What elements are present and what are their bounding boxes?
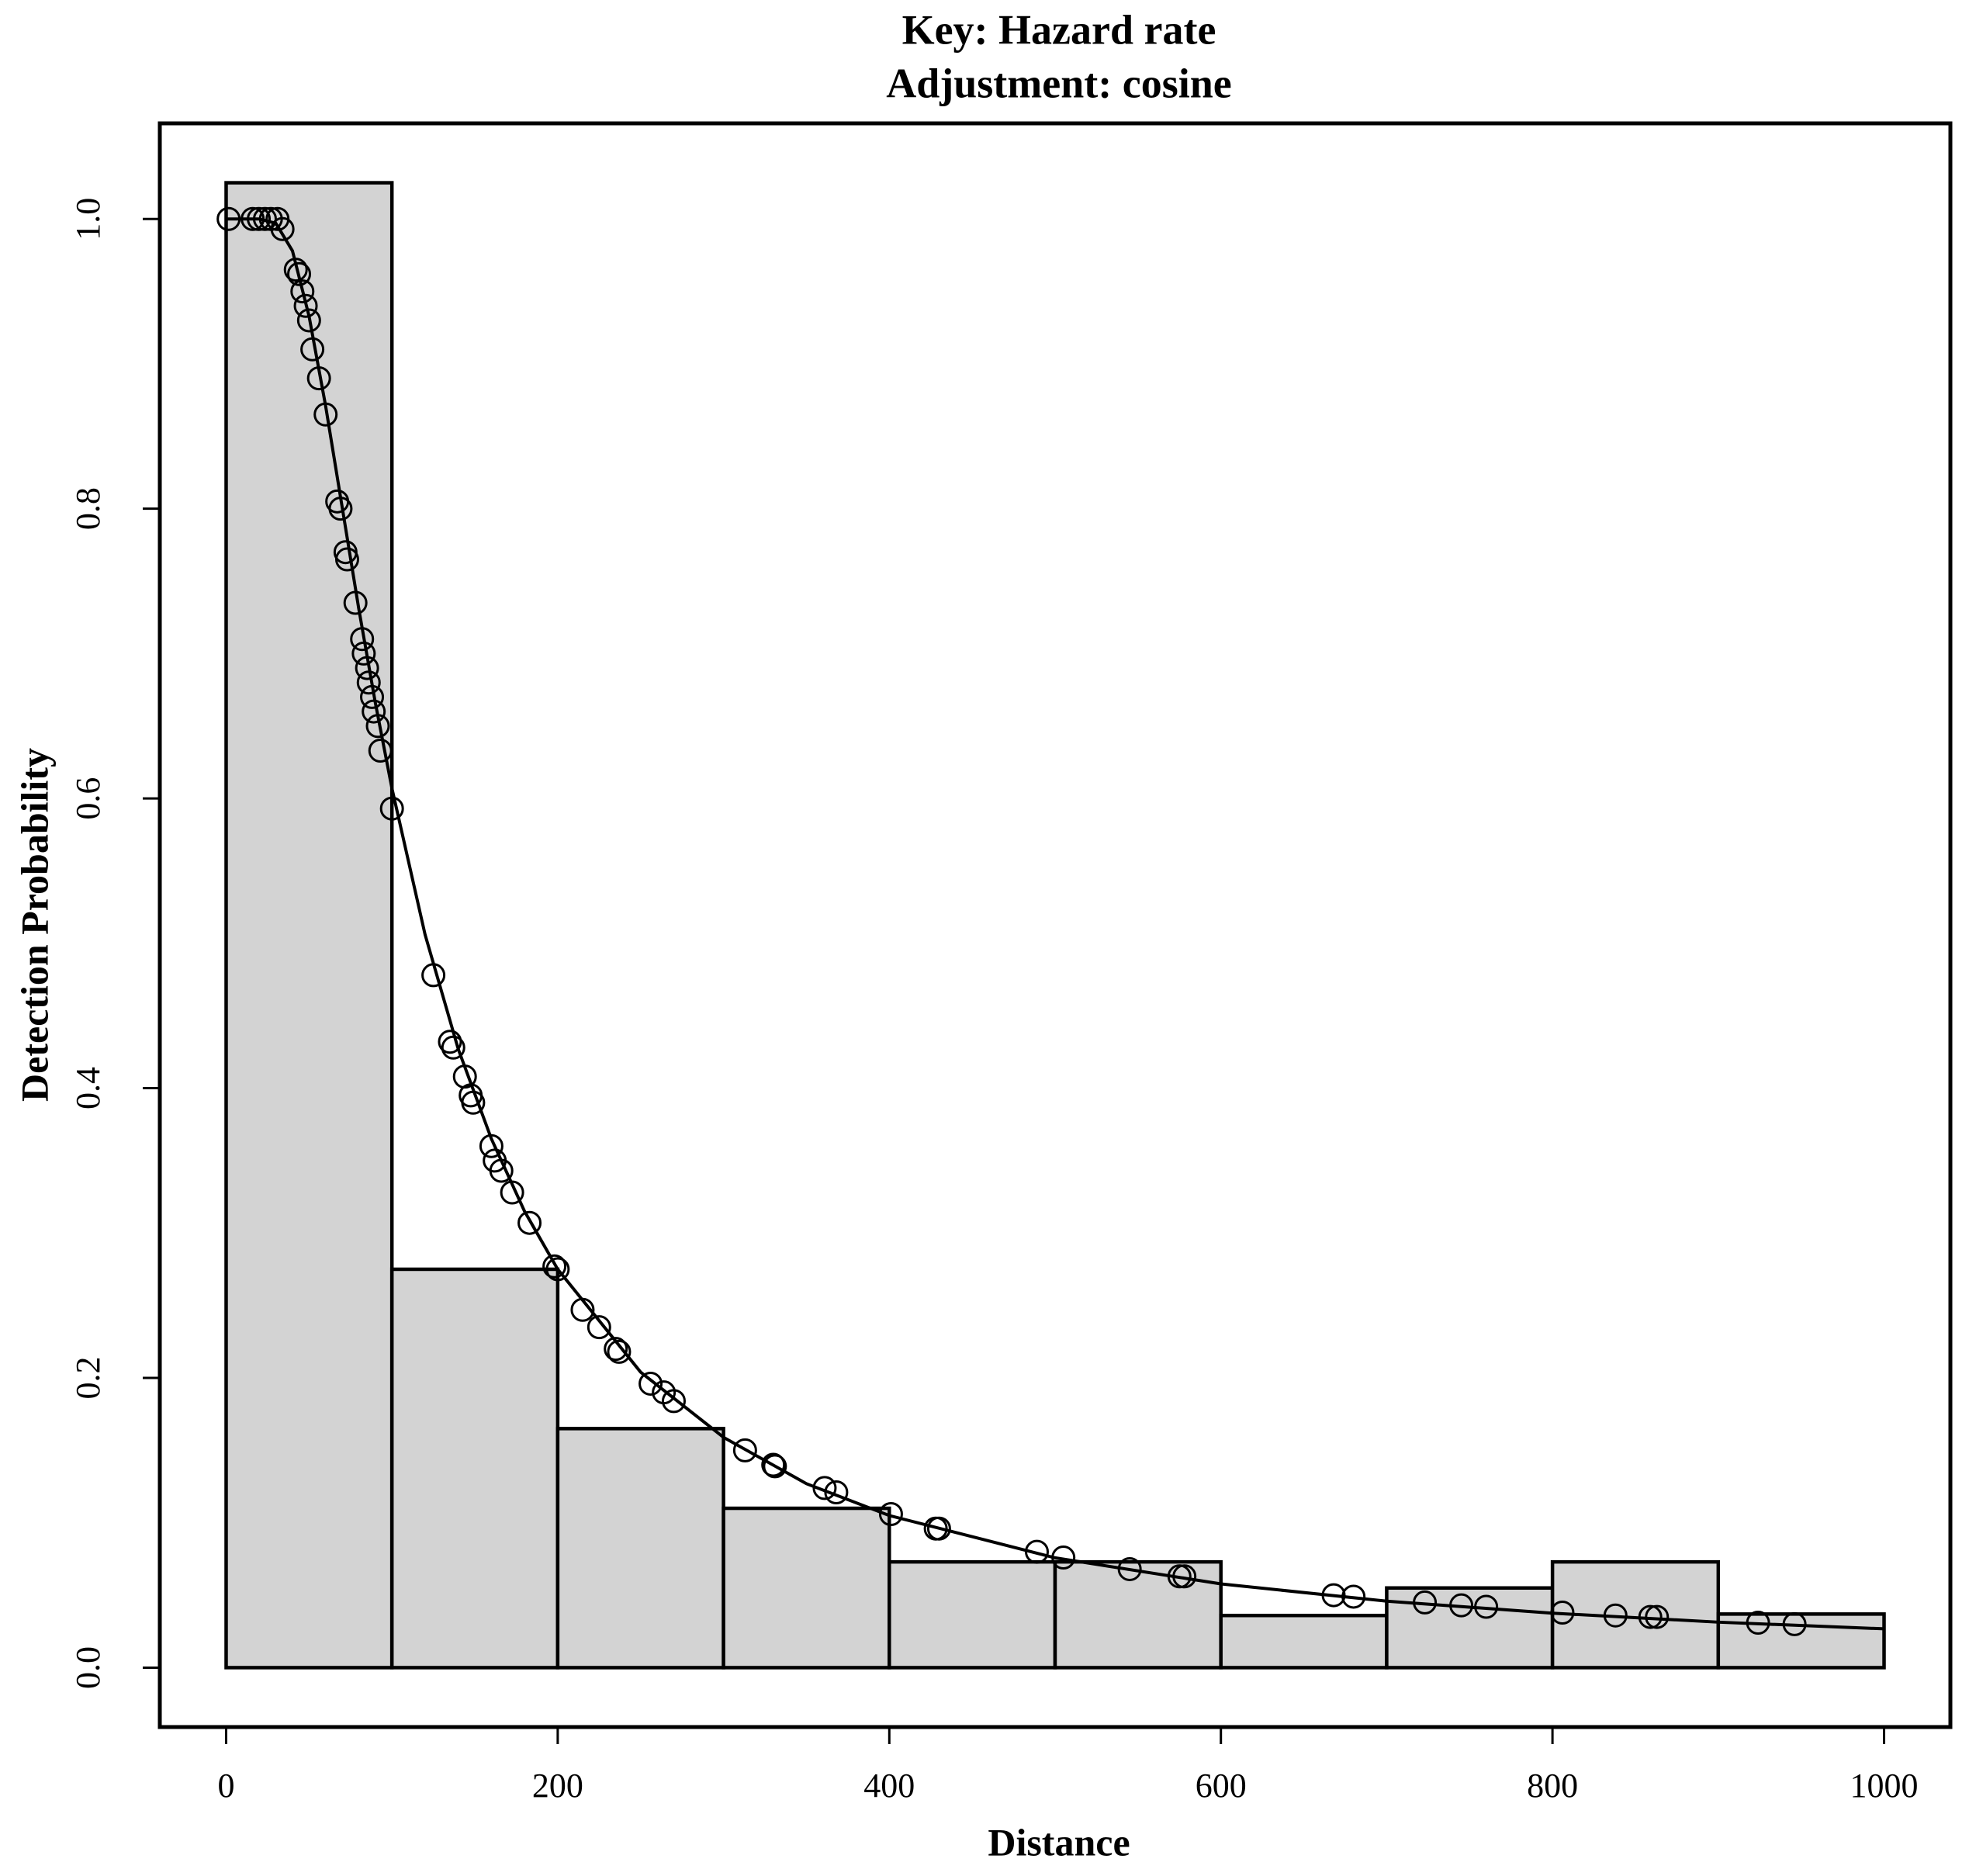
chart-subtitle: Adjustment: cosine <box>886 60 1231 106</box>
data-point <box>763 1454 787 1479</box>
histogram-bar <box>555 1427 725 1670</box>
plot-frame <box>157 121 1953 1729</box>
x-tick-label: 0 <box>217 1767 234 1805</box>
histogram-bar <box>224 181 394 1670</box>
y-tick-label: 0.6 <box>69 777 107 820</box>
data-point <box>334 547 359 572</box>
data-point <box>761 1452 786 1477</box>
data-point <box>587 1315 611 1340</box>
data-point <box>379 796 404 821</box>
data-point <box>545 1257 570 1282</box>
data-point <box>270 216 295 241</box>
data-point <box>638 1371 663 1396</box>
data-point <box>732 1438 757 1462</box>
data-point <box>296 308 321 333</box>
y-tick-label: 0.0 <box>69 1646 107 1689</box>
y-axis-label: Detection Probability <box>12 748 56 1102</box>
x-tick-label: 200 <box>532 1767 583 1805</box>
y-tick-label: 0.8 <box>69 487 107 530</box>
x-tick-label: 600 <box>1196 1767 1247 1805</box>
x-axis-label: Distance <box>988 1820 1130 1864</box>
data-point <box>517 1210 542 1235</box>
data-point <box>368 739 393 763</box>
data-point <box>290 279 315 304</box>
data-point <box>661 1389 686 1414</box>
data-point <box>607 1339 632 1364</box>
x-tick-label: 400 <box>863 1767 915 1805</box>
x-tick-label: 1000 <box>1850 1767 1919 1805</box>
data-point <box>926 1516 951 1541</box>
y-tick-label: 0.4 <box>69 1067 107 1109</box>
y-tick-label: 1.0 <box>69 198 107 241</box>
data-point <box>287 261 312 286</box>
histogram-bar <box>389 1267 560 1670</box>
y-tick-label: 0.2 <box>69 1357 107 1400</box>
data-point <box>293 293 318 318</box>
data-point <box>438 1030 462 1054</box>
data-point <box>604 1337 628 1362</box>
x-tick-label: 800 <box>1527 1767 1578 1805</box>
data-point <box>878 1502 903 1527</box>
fitted-curve <box>226 217 1884 1631</box>
histogram-bar <box>722 1506 891 1670</box>
histogram-bar <box>888 1559 1057 1670</box>
histogram-bar <box>1219 1613 1389 1670</box>
data-point <box>542 1254 567 1279</box>
chart-title: Key: Hazard rate <box>902 6 1216 53</box>
